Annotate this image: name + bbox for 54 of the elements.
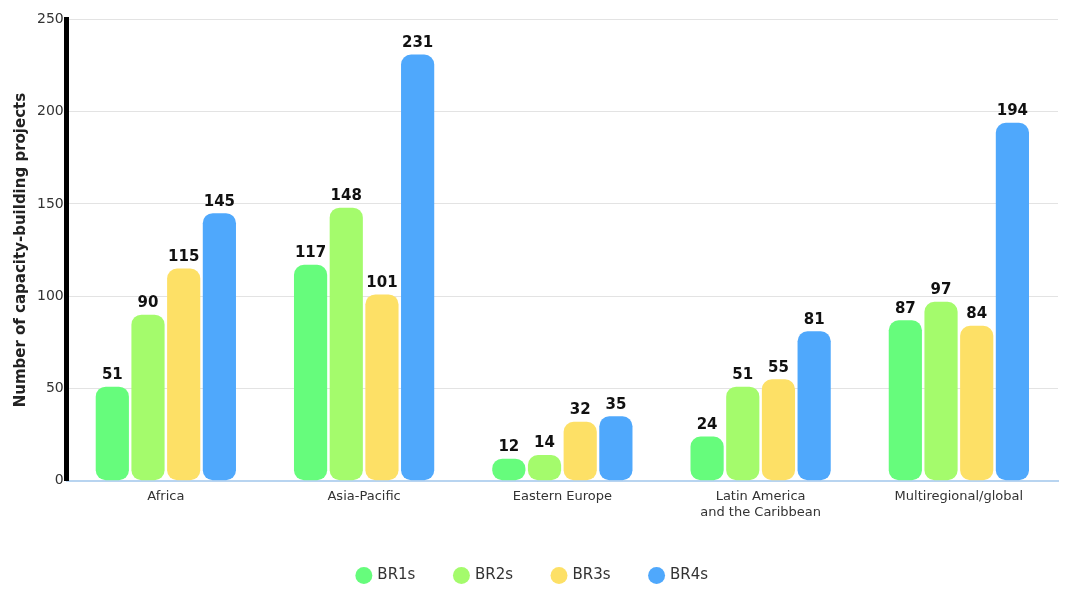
- bar: [924, 301, 958, 481]
- data-label: 55: [768, 357, 789, 376]
- data-label: 101: [366, 272, 398, 291]
- data-label: 24: [696, 414, 718, 433]
- bar: [329, 207, 363, 481]
- bar: [293, 264, 328, 481]
- data-label: 51: [101, 365, 123, 384]
- y-axis-title: Number of capacity-building projects: [10, 92, 29, 408]
- data-label: 194: [996, 101, 1029, 120]
- data-label: 97: [930, 280, 952, 299]
- data-label: 115: [168, 246, 200, 265]
- data-label: 81: [803, 309, 825, 328]
- data-label: 148: [330, 186, 362, 205]
- legend-label: BR1s: [377, 565, 416, 584]
- y-tick-label: 250: [36, 10, 64, 27]
- bar: [726, 386, 760, 481]
- data-label: 12: [498, 437, 520, 456]
- x-tick-label: Africa: [147, 487, 185, 503]
- bar: [599, 416, 633, 481]
- data-label: 87: [894, 298, 916, 317]
- data-label: 35: [605, 394, 627, 413]
- y-tick-label: 200: [36, 102, 64, 119]
- bar: [960, 325, 994, 481]
- y-tick-label: 50: [45, 379, 64, 396]
- data-label: 84: [966, 304, 988, 323]
- legend-label: BR4s: [670, 565, 709, 584]
- x-tick-label: Latin America and the Caribbean: [700, 487, 821, 519]
- bar: [95, 386, 129, 481]
- legend-label: BR3s: [572, 565, 611, 584]
- bar: [761, 379, 796, 481]
- y-tick-label: 150: [36, 194, 64, 211]
- x-tick-label: Multiregional/global: [894, 487, 1024, 503]
- bar: [888, 320, 922, 481]
- data-label: 231: [401, 32, 434, 51]
- data-label: 117: [294, 243, 327, 262]
- x-tick-label: Asia-Pacific: [327, 487, 401, 503]
- bar: [131, 314, 165, 481]
- data-label: 51: [732, 365, 754, 384]
- bar: [797, 331, 831, 481]
- bar: [401, 54, 435, 481]
- bar: [167, 268, 201, 481]
- data-label: 14: [534, 433, 555, 452]
- bar: [563, 421, 597, 481]
- data-label: 90: [137, 293, 159, 312]
- y-tick-label: 100: [36, 286, 64, 303]
- legend-label: BR2s: [474, 565, 514, 584]
- data-label: 145: [203, 191, 236, 210]
- x-tick-label: Eastern Europe: [512, 487, 612, 503]
- bar: [202, 213, 236, 481]
- y-tick-label: 0: [54, 471, 64, 488]
- bar: [690, 436, 724, 481]
- bar: [365, 294, 399, 481]
- data-label: 32: [569, 400, 591, 419]
- bar: [995, 122, 1029, 481]
